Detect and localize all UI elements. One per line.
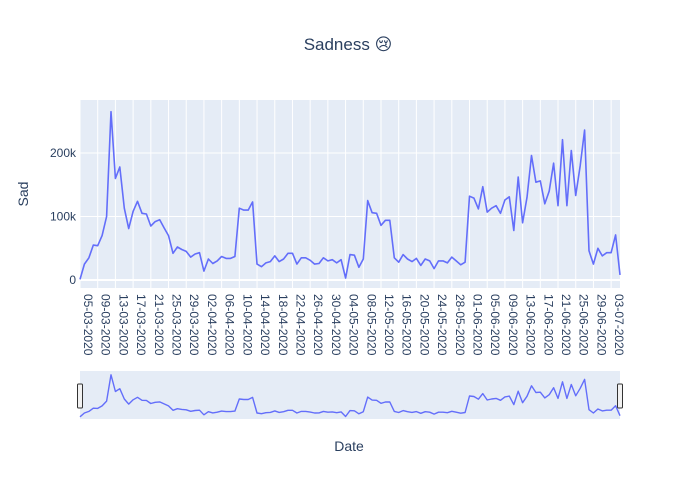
x-tick-label: 10-04-2020 xyxy=(240,294,254,356)
x-tick-label: 24-05-2020 xyxy=(435,294,449,356)
x-tick-label: 30-04-2020 xyxy=(329,294,343,356)
x-tick-label: 08-05-2020 xyxy=(364,294,378,356)
x-tick-label: 20-05-2020 xyxy=(417,294,431,356)
range-slider-left-handle[interactable] xyxy=(77,383,83,409)
x-tick-label: 25-06-2020 xyxy=(577,294,591,356)
x-tick-label: 16-05-2020 xyxy=(400,294,414,356)
plot-area xyxy=(80,100,620,288)
x-tick-label: 17-06-2020 xyxy=(541,294,555,356)
x-tick-label: 01-06-2020 xyxy=(471,294,485,356)
y-tick-label: 200k xyxy=(50,146,77,160)
x-tick-label: 12-05-2020 xyxy=(382,294,396,356)
x-tick-label: 09-03-2020 xyxy=(99,294,113,356)
x-axis-label: Date xyxy=(334,438,364,454)
range-slider-series xyxy=(79,374,621,418)
y-tick-label: 0 xyxy=(69,273,76,287)
range-slider-line xyxy=(79,374,621,418)
x-tick-label: 02-04-2020 xyxy=(205,294,219,356)
x-tick-label: 04-05-2020 xyxy=(347,294,361,356)
range-slider-background[interactable] xyxy=(80,371,620,419)
x-tick-label: 14-04-2020 xyxy=(258,294,272,356)
range-slider-right-handle[interactable] xyxy=(617,383,623,409)
y-tick-label: 100k xyxy=(50,210,77,224)
main-series xyxy=(79,110,621,280)
x-tick-label: 29-03-2020 xyxy=(187,294,201,356)
x-tick-label: 21-03-2020 xyxy=(152,294,166,356)
x-tick-label: 22-04-2020 xyxy=(293,294,307,356)
x-tick-label: 13-06-2020 xyxy=(524,294,538,356)
x-tick-label: 17-03-2020 xyxy=(134,294,148,356)
y-axis-ticks: 0 100k 200k xyxy=(50,146,77,287)
x-tick-label: 26-04-2020 xyxy=(311,294,325,356)
x-tick-label: 06-04-2020 xyxy=(223,294,237,356)
x-tick-label: 03-07-2020 xyxy=(612,294,626,356)
x-tick-label: 05-03-2020 xyxy=(81,294,95,356)
series-line xyxy=(79,110,621,280)
x-tick-label: 05-06-2020 xyxy=(488,294,502,356)
chart-title: Sadness 😢 xyxy=(304,35,393,54)
x-tick-label: 21-06-2020 xyxy=(559,294,573,356)
x-tick-label: 18-04-2020 xyxy=(276,294,290,356)
x-axis-ticks: 05-03-2020 09-03-2020 13-03-2020 17-03-2020… xyxy=(81,294,626,356)
x-tick-label: 28-05-2020 xyxy=(453,294,467,356)
x-tick-label: 09-06-2020 xyxy=(506,294,520,356)
x-tick-label: 25-03-2020 xyxy=(170,294,184,356)
x-tick-label: 13-03-2020 xyxy=(116,294,130,356)
range-slider[interactable] xyxy=(77,371,623,419)
x-tick-label: 29-06-2020 xyxy=(594,294,608,356)
y-axis-label: Sad xyxy=(15,182,31,207)
